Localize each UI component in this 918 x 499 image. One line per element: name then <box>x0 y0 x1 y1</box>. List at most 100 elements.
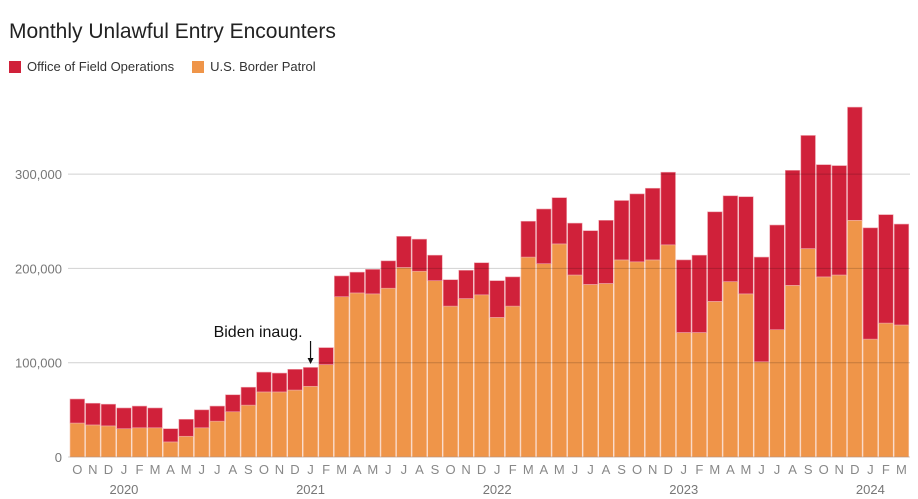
x-month-label: J <box>198 462 205 477</box>
bar-field-operations <box>613 200 630 261</box>
bar-field-operations <box>567 222 583 276</box>
x-month-label: J <box>867 462 874 477</box>
x-month-label: J <box>307 462 314 477</box>
x-month-label: A <box>166 462 175 477</box>
bar-field-operations <box>660 171 676 246</box>
bar-field-operations <box>194 409 210 429</box>
bar-field-operations <box>536 208 552 264</box>
bar-field-operations <box>380 260 396 289</box>
bar-border-patrol <box>225 411 241 458</box>
bar-field-operations <box>85 402 101 426</box>
bar-field-operations <box>784 170 801 286</box>
bar-field-operations <box>489 280 505 318</box>
x-month-label: J <box>494 462 501 477</box>
x-month-label: N <box>275 462 284 477</box>
legend-label-ofo: Office of Field Operations <box>27 59 175 74</box>
bar-field-operations <box>520 220 536 258</box>
x-month-label: M <box>523 462 534 477</box>
x-month-label: D <box>477 462 486 477</box>
bar-field-operations <box>116 407 132 430</box>
bar-field-operations <box>691 254 707 333</box>
x-month-label: N <box>835 462 844 477</box>
bar-field-operations <box>396 236 412 268</box>
x-year-label: 2022 <box>483 482 512 497</box>
x-month-label: D <box>850 462 859 477</box>
legend-swatch-ofo <box>9 60 21 73</box>
bar-field-operations <box>831 165 847 276</box>
bar-border-patrol <box>302 385 319 458</box>
x-month-label: O <box>632 462 642 477</box>
bar-field-operations <box>847 106 863 221</box>
x-month-label: M <box>554 462 565 477</box>
x-month-label: S <box>617 462 626 477</box>
x-month-label: S <box>804 462 813 477</box>
bar-border-patrol <box>753 361 770 458</box>
y-tick-label: 300,000 <box>15 167 62 182</box>
bar-border-patrol <box>582 284 599 458</box>
bar-field-operations <box>505 276 521 307</box>
bar-border-patrol <box>567 274 583 458</box>
bar-border-patrol <box>380 287 396 458</box>
bar-field-operations <box>722 195 738 282</box>
bar-border-patrol <box>598 283 614 458</box>
bar-field-operations <box>473 262 490 296</box>
bar-border-patrol <box>458 298 474 458</box>
x-month-label: J <box>572 462 579 477</box>
bar-border-patrol <box>240 404 256 458</box>
bar-field-operations <box>287 369 303 391</box>
bar-field-operations <box>69 398 85 424</box>
bar-border-patrol <box>691 332 707 458</box>
x-month-label: O <box>259 462 269 477</box>
bar-border-patrol <box>116 428 132 458</box>
x-month-label: J <box>121 462 128 477</box>
y-tick-label: 200,000 <box>15 261 62 276</box>
x-month-label: M <box>367 462 378 477</box>
x-month-label: F <box>509 462 517 477</box>
x-month-label: A <box>726 462 735 477</box>
x-month-label: J <box>385 462 392 477</box>
x-month-label: N <box>88 462 97 477</box>
bar-field-operations <box>411 238 428 272</box>
bar-border-patrol <box>318 364 334 458</box>
bar-field-operations <box>442 279 459 307</box>
bar-border-patrol <box>287 389 303 458</box>
legend-item-bp: U.S. Border Patrol <box>192 59 316 74</box>
x-month-label: J <box>401 462 408 477</box>
bar-border-patrol <box>85 424 101 458</box>
x-month-label: F <box>136 462 144 477</box>
bar-border-patrol <box>847 220 863 458</box>
bar-border-patrol <box>473 294 490 458</box>
bar-field-operations <box>163 428 179 443</box>
x-year-label: 2021 <box>296 482 325 497</box>
bar-field-operations <box>629 193 645 263</box>
bar-field-operations <box>753 256 770 363</box>
x-month-label: M <box>741 462 752 477</box>
bar-field-operations <box>582 230 599 285</box>
bar-border-patrol <box>660 244 676 458</box>
x-month-label: D <box>104 462 113 477</box>
bar-border-patrol <box>100 425 116 458</box>
bar-border-patrol <box>365 293 381 458</box>
x-month-label: A <box>228 462 237 477</box>
bar-border-patrol <box>178 435 194 458</box>
bar-field-operations <box>209 405 225 422</box>
x-month-label: J <box>774 462 781 477</box>
x-month-label: F <box>882 462 890 477</box>
x-month-label: N <box>648 462 657 477</box>
bar-border-patrol <box>738 293 754 458</box>
bar-field-operations <box>676 259 692 333</box>
bar-field-operations <box>178 418 194 437</box>
x-year-label: 2020 <box>109 482 138 497</box>
x-month-label: A <box>539 462 548 477</box>
legend-label-bp: U.S. Border Patrol <box>210 59 316 74</box>
annotation-arrowhead <box>307 358 314 364</box>
x-month-label: J <box>681 462 688 477</box>
bar-field-operations <box>458 269 474 299</box>
bar-border-patrol <box>163 441 179 458</box>
legend-swatch-bp <box>192 60 205 73</box>
y-tick-label: 0 <box>55 450 62 465</box>
x-month-label: F <box>695 462 703 477</box>
x-month-label: M <box>150 462 161 477</box>
bar-border-patrol <box>862 338 878 458</box>
